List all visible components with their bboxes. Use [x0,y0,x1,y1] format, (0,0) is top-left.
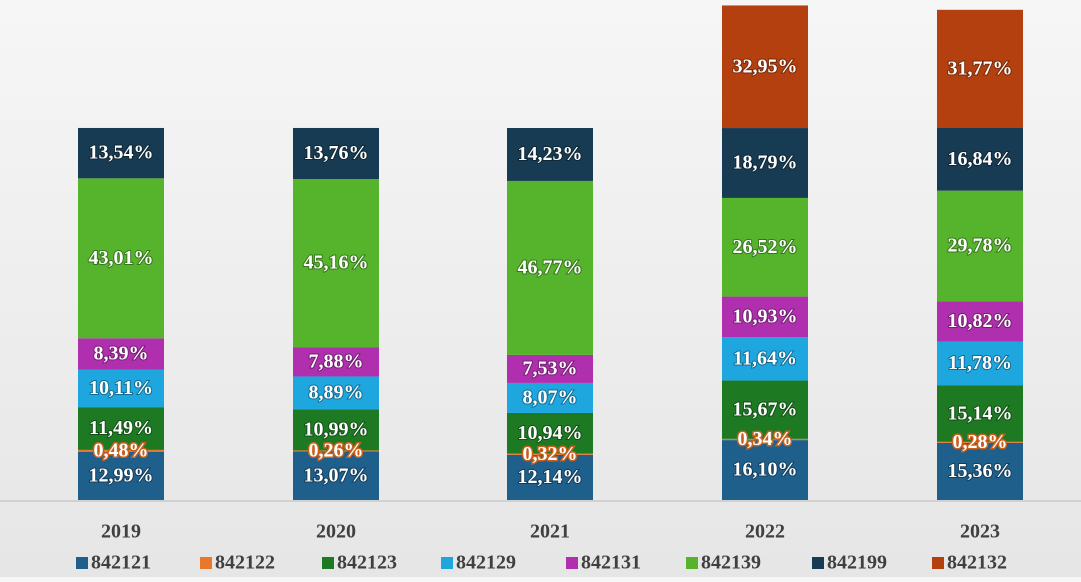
bar-segment [507,453,593,455]
bar-segment [722,337,808,381]
bar-segment [722,440,808,500]
data-label: 7,53% [523,358,578,380]
bar-segment [722,197,808,297]
data-label: 10,94% [518,422,583,444]
legend-label: 842199 [827,552,887,574]
bar-segment [722,438,808,441]
data-label: 7,88% [309,350,364,372]
bar-segment [293,127,379,180]
legend-label: 842121 [91,552,151,574]
data-label: 32,95% [733,55,798,77]
legend-swatch [200,557,212,569]
data-label: 15,14% [948,402,1013,424]
data-label: 8,89% [309,382,364,404]
data-label: 0,26% [309,439,364,461]
bar-segment [293,376,379,410]
bar-segment [78,449,164,452]
data-label: 13,76% [304,142,369,164]
data-label: 18,79% [733,152,798,174]
bar-segment [78,127,164,179]
data-label: 12,99% [89,464,154,486]
data-label: 12,14% [518,466,583,488]
data-label: 13,54% [89,142,154,164]
bar-segment [722,128,808,198]
bar-segment [78,338,164,370]
bar-segment [293,347,379,377]
legend-swatch [441,557,453,569]
x-tick-label: 2022 [745,521,785,543]
bar-segment [937,441,1023,443]
bar-segment [937,190,1023,302]
legend-label: 842139 [701,552,761,574]
legend-label: 842129 [456,552,516,574]
bar-segment [78,451,164,500]
data-label: 31,77% [948,58,1013,80]
data-label: 26,52% [733,236,798,258]
bar-segment [937,128,1023,191]
data-label: 11,78% [948,352,1012,374]
bar-segment [507,454,593,500]
bar-segment [293,451,379,500]
data-label: 10,82% [948,310,1013,332]
bar-segment [937,9,1023,129]
bar-segment [722,5,808,129]
bar-segment [507,354,593,383]
x-tick-label: 2019 [101,521,141,543]
bar-segment [507,382,593,413]
data-label: 16,84% [948,148,1013,170]
bar-segment [293,179,379,348]
bar-segment [937,442,1023,500]
data-label: 16,10% [733,459,798,481]
data-label: 14,23% [518,143,583,165]
data-label: 11,64% [733,347,797,369]
data-label: 8,07% [523,387,578,409]
legend-label: 842131 [581,552,641,574]
data-label: 0,32% [523,443,578,465]
data-label: 10,99% [304,419,369,441]
bar-segment [78,407,164,450]
legend-label: 842122 [215,552,275,574]
bar-segment [937,385,1023,442]
data-label: 15,67% [733,398,798,420]
bar-segment [293,450,379,452]
legend-label: 842132 [947,552,1007,574]
data-label: 13,07% [304,464,369,486]
legend-swatch [566,557,578,569]
bar-segment [507,180,593,355]
bar-segment [507,412,593,454]
bar-segment [78,369,164,408]
data-label: 8,39% [94,343,149,365]
bar-segment [78,178,164,339]
bar-segment [722,380,808,439]
data-label: 29,78% [948,235,1013,257]
data-label: 0,34% [738,428,793,450]
data-label: 10,93% [733,306,798,328]
legend-swatch [322,557,334,569]
data-label: 46,77% [518,257,583,279]
data-label: 0,28% [953,431,1008,453]
bar-segment [507,128,593,181]
data-label: 11,49% [89,417,153,439]
legend-label: 842123 [337,552,397,574]
x-tick-label: 2020 [316,521,356,543]
data-label: 10,11% [89,377,153,399]
bar-segment [293,409,379,451]
bar-segment [722,296,808,338]
data-label: 45,16% [304,252,369,274]
bar-segment [937,341,1023,386]
x-tick-label: 2023 [960,521,1000,543]
legend-swatch [76,557,88,569]
data-label: 43,01% [89,247,154,269]
data-label: 15,36% [948,460,1013,482]
x-tick-label: 2021 [530,521,570,543]
legend-swatch [686,557,698,569]
data-label: 0,48% [94,439,149,461]
legend-swatch [812,557,824,569]
legend-swatch [932,557,944,569]
bar-segment [937,301,1023,342]
